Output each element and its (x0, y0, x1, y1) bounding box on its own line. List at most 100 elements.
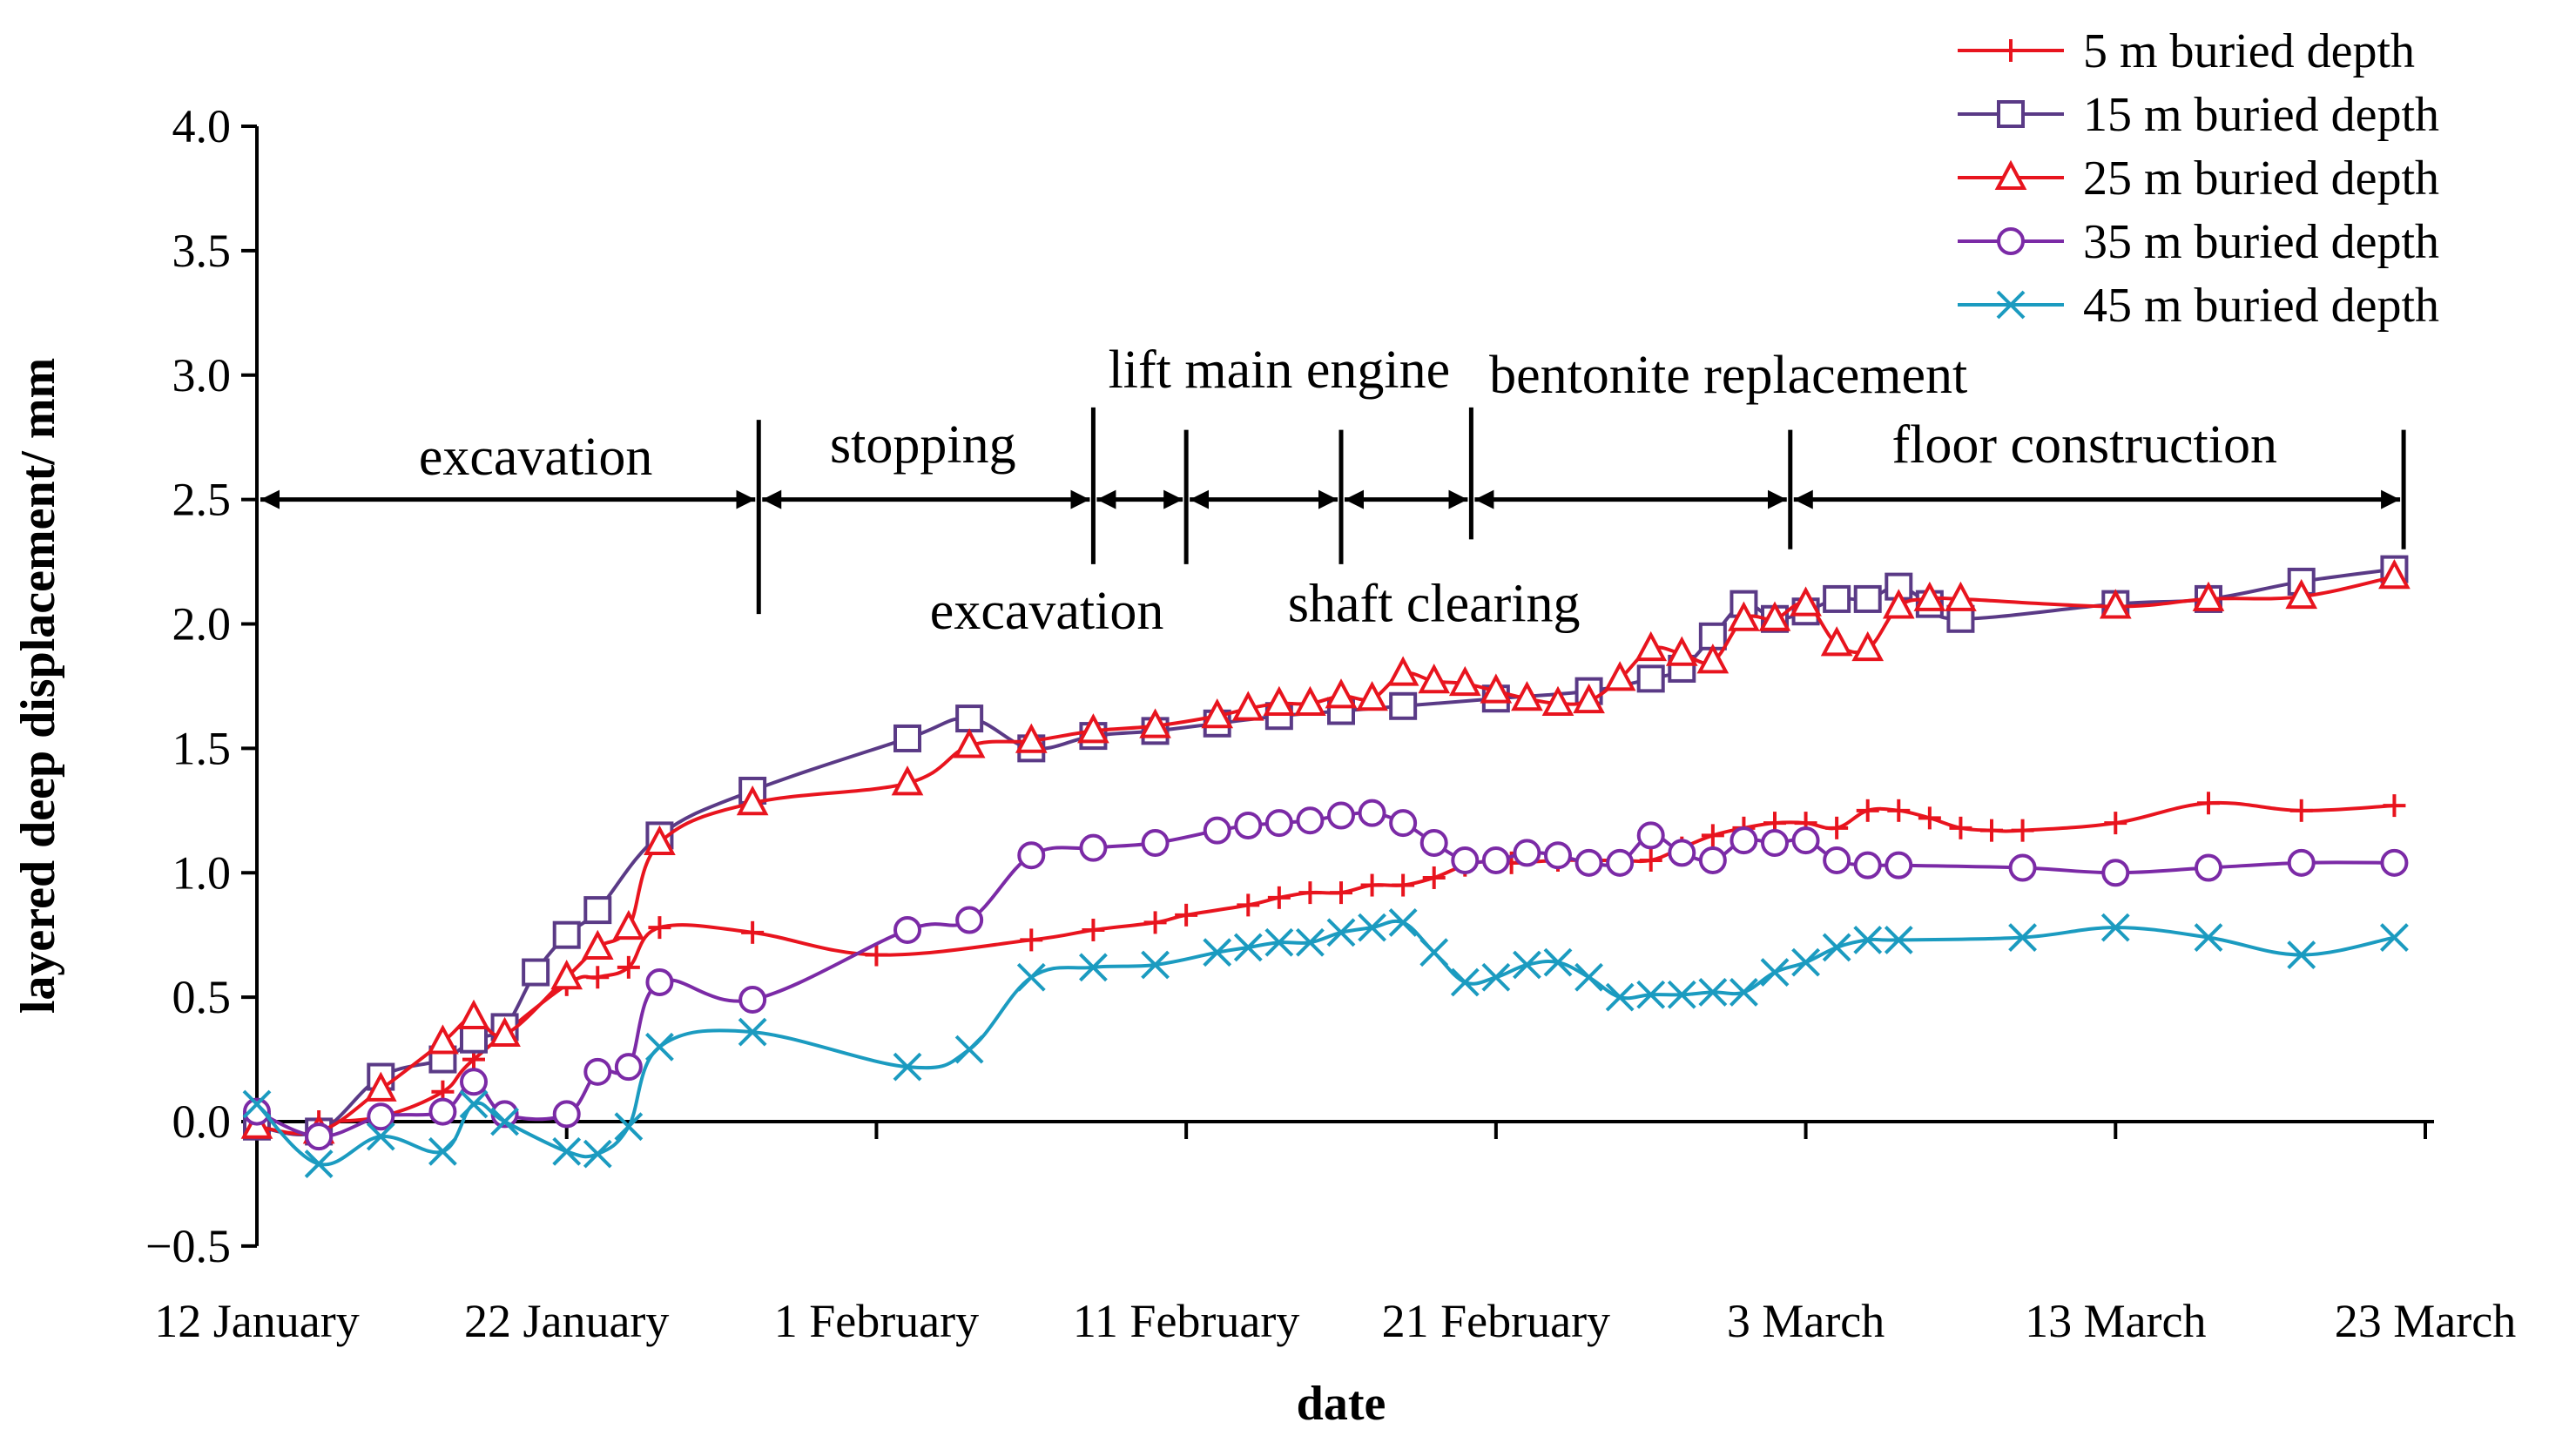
data-point (1360, 873, 1384, 897)
data-point (1541, 685, 1574, 716)
data-point (1511, 680, 1543, 711)
data-point (2287, 848, 2316, 877)
data-point (366, 1122, 395, 1151)
data-point (1698, 846, 1727, 874)
data-point (1701, 824, 1724, 847)
data-point (2192, 581, 2225, 611)
x-tick-label: 22 January (464, 1295, 669, 1347)
data-point (1790, 586, 1822, 617)
data-point (1330, 881, 1352, 905)
data-point (1825, 816, 1849, 839)
data-point (1730, 977, 1758, 1007)
data-point (364, 1071, 397, 1102)
data-point (1141, 828, 1170, 857)
data-point (2011, 819, 2034, 842)
data-point (738, 1017, 767, 1047)
data-point (1606, 848, 1635, 877)
data-point (1141, 950, 1170, 980)
data-point (552, 1100, 581, 1129)
data-point (1263, 685, 1296, 716)
data-point (367, 1102, 395, 1131)
data-point (1079, 953, 1108, 982)
data-point (489, 1016, 521, 1047)
series-circle (243, 799, 2409, 1151)
data-point (1698, 977, 1728, 1007)
data-point (1851, 630, 1885, 662)
data-point (1079, 833, 1108, 862)
axes: −0.5 0.0 0.5 1.0 1.5 2.0 2.5 3.0 3.5 4.0 12 Januar… (145, 100, 2516, 1347)
y-tick-label: 0.5 (172, 971, 232, 1023)
data-point (648, 916, 671, 940)
data-point (1918, 806, 1941, 830)
data-point (1298, 881, 1322, 905)
data-point (1296, 927, 1325, 957)
data-point (1326, 918, 1356, 947)
data-point (522, 958, 550, 987)
data-point (1020, 928, 1043, 952)
series-x (242, 907, 2409, 1178)
data-point (550, 960, 583, 990)
data-point (891, 765, 924, 796)
data-point (1203, 816, 1231, 845)
phase-label: excavation (419, 428, 653, 487)
data-point (1325, 678, 1358, 709)
data-point (1231, 691, 1264, 721)
data-point (583, 1057, 612, 1086)
data-point (644, 825, 676, 855)
data-point (1418, 663, 1451, 694)
series-line (255, 919, 2395, 1167)
data-point (1605, 982, 1635, 1012)
data-point (1665, 636, 1698, 666)
x-tick-label: 1 February (774, 1295, 979, 1347)
data-point (1358, 913, 1386, 942)
data-point (1237, 893, 1260, 917)
series-line (256, 575, 2395, 1136)
data-point (242, 1089, 272, 1119)
data-point (304, 1149, 334, 1178)
data-point (612, 909, 645, 940)
data-point (1636, 980, 1666, 1009)
phase-label: stopping (830, 415, 1016, 475)
data-point (1392, 873, 1415, 897)
series-square (243, 555, 2409, 1146)
x-axis-title: date (1297, 1377, 1386, 1431)
x-tick-label: 12 January (154, 1295, 359, 1347)
data-point (1139, 708, 1171, 738)
data-point (1264, 927, 1294, 957)
data-point (581, 929, 614, 960)
data-point (1448, 665, 1481, 697)
y-tick-label: 4.0 (172, 100, 232, 152)
data-point (2380, 923, 2409, 952)
data-point (1853, 851, 1882, 880)
data-point (1480, 673, 1513, 704)
data-point (552, 1136, 582, 1166)
data-point (955, 704, 984, 733)
data-point (1422, 866, 1446, 889)
data-point (1077, 713, 1109, 744)
data-point (460, 1025, 488, 1054)
data-point (1603, 661, 1636, 691)
legend-label: 5 m buried depth (2083, 24, 2415, 78)
data-point (1884, 925, 1913, 954)
data-point (741, 920, 765, 944)
data-point (1513, 950, 1541, 980)
data-point (1882, 589, 1915, 619)
data-point (1574, 962, 1603, 992)
x-tick-label: 23 March (2335, 1295, 2516, 1347)
y-tick-label: 2.0 (172, 598, 232, 650)
data-point (893, 915, 921, 944)
data-point (1294, 685, 1326, 716)
data-point (583, 896, 612, 925)
legend-label: 35 m buried depth (2083, 215, 2439, 269)
data-point (1853, 925, 1883, 954)
data-point (460, 1068, 488, 1096)
phase-label: shaft clearing (1288, 575, 1581, 634)
legend-marker (1994, 159, 2027, 190)
data-point (1386, 656, 1419, 686)
data-point (1419, 938, 1449, 967)
legend: 5 m buried depth 15 m buried depth 25 m bu… (1958, 24, 2439, 333)
y-axis-title: layered deep displacement/ mm (11, 358, 65, 1014)
data-point (2008, 853, 2037, 882)
x-tick-label: 11 February (1073, 1295, 1299, 1347)
data-point (490, 1107, 519, 1136)
